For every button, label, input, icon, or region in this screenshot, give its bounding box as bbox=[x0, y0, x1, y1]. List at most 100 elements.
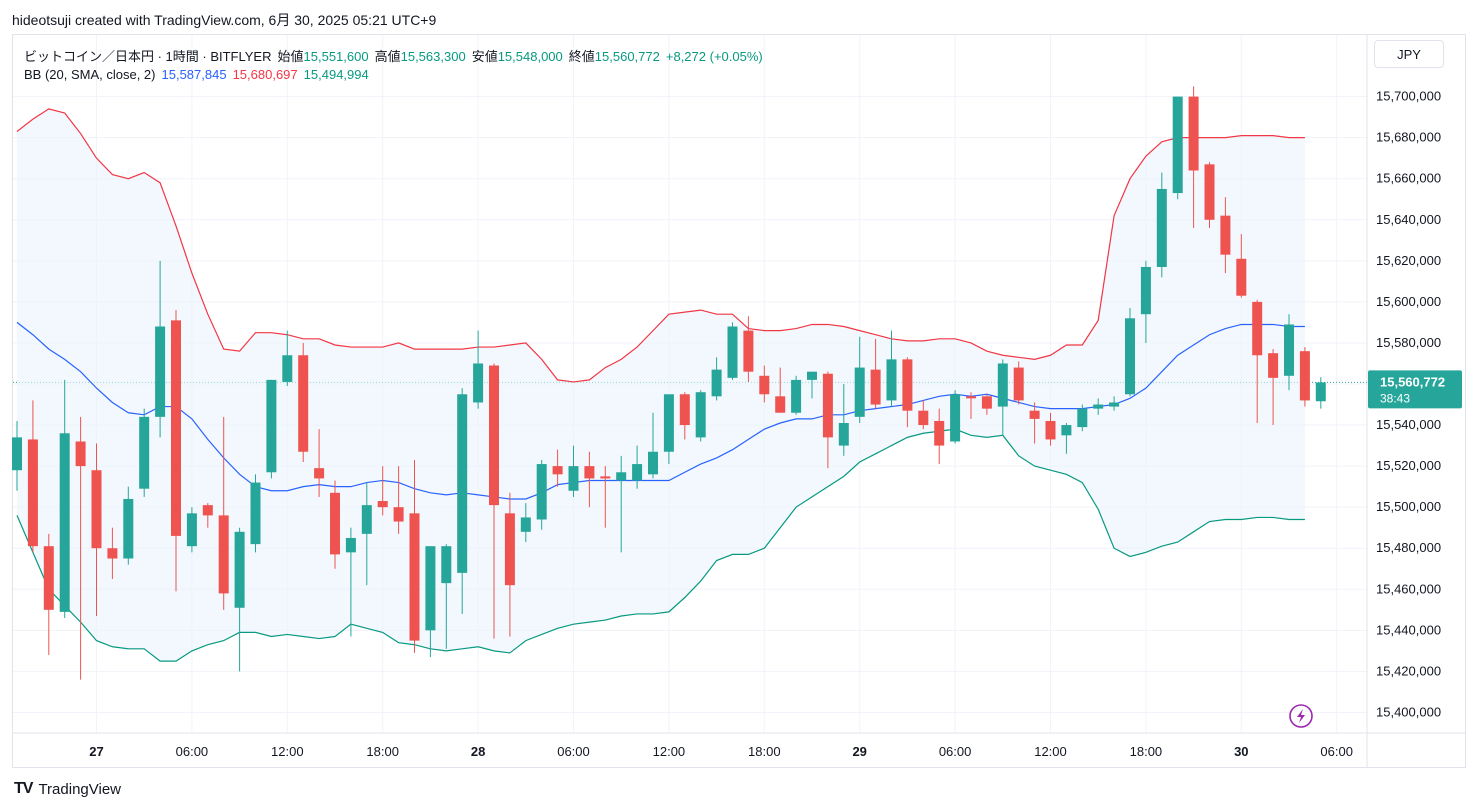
candle bbox=[377, 466, 388, 516]
candle-body bbox=[695, 392, 706, 438]
time-tick-label: 18:00 bbox=[748, 744, 781, 759]
time-tick-label: 12:00 bbox=[653, 744, 686, 759]
price-axis: 15,400,000 15,420,000 15,440,000 15,460,000… bbox=[1368, 89, 1462, 719]
candle bbox=[1268, 349, 1279, 426]
candle-body bbox=[791, 379, 802, 413]
candle-body bbox=[1140, 266, 1151, 315]
candle bbox=[1252, 299, 1263, 424]
candle bbox=[1156, 172, 1167, 278]
candle-body bbox=[870, 369, 881, 405]
candle-body bbox=[12, 437, 22, 471]
footer-brand-text: TradingView bbox=[38, 780, 121, 798]
candle-body bbox=[632, 464, 643, 481]
candle bbox=[202, 503, 213, 528]
candle bbox=[139, 408, 150, 497]
time-tick-label: 18:00 bbox=[366, 744, 399, 759]
candle bbox=[584, 451, 595, 508]
time-tick-label: 18:00 bbox=[1130, 744, 1163, 759]
candle bbox=[918, 400, 929, 430]
candle-body bbox=[234, 531, 245, 608]
last-price-tag: 15,560,772 38:43 bbox=[1368, 370, 1462, 409]
candle bbox=[441, 544, 452, 649]
price-tick-label: 15,580,000 bbox=[1376, 335, 1441, 350]
candle-body bbox=[838, 423, 849, 446]
candle-body bbox=[107, 548, 118, 559]
time-tick-label: 06:00 bbox=[557, 744, 590, 759]
candle bbox=[632, 445, 643, 489]
candle bbox=[966, 392, 976, 419]
candle bbox=[870, 338, 881, 409]
candle-body bbox=[743, 330, 754, 372]
candle-body bbox=[1188, 96, 1199, 171]
legend-close: 15,560,772 bbox=[594, 49, 660, 64]
candle bbox=[43, 533, 54, 655]
candle bbox=[1299, 347, 1310, 407]
legend-close-label: 終値 bbox=[568, 49, 595, 64]
candle-body bbox=[1252, 301, 1263, 356]
candle bbox=[218, 416, 229, 610]
currency-button[interactable]: JPY bbox=[1374, 40, 1444, 68]
candle bbox=[425, 546, 436, 658]
bb-lower-line bbox=[16, 428, 1305, 662]
candle bbox=[711, 357, 722, 401]
candle-body bbox=[361, 505, 372, 534]
price-tick-label: 15,680,000 bbox=[1376, 130, 1441, 145]
candle bbox=[91, 443, 102, 616]
candle-body bbox=[218, 515, 229, 594]
candle-body bbox=[854, 367, 865, 417]
candle-body bbox=[648, 451, 658, 475]
candle bbox=[1140, 260, 1151, 343]
candle bbox=[1220, 197, 1231, 274]
bb-basis-line bbox=[16, 321, 1305, 500]
candle bbox=[552, 449, 563, 487]
candle bbox=[934, 408, 945, 465]
chart-credit: hideotsuji created with TradingView.com,… bbox=[12, 12, 437, 28]
candle-body bbox=[504, 513, 515, 586]
candle bbox=[1077, 404, 1088, 432]
candle bbox=[838, 384, 849, 456]
candles bbox=[12, 86, 1326, 728]
lightning-icon[interactable] bbox=[1289, 704, 1313, 728]
candle-body bbox=[1077, 408, 1088, 428]
candle bbox=[568, 445, 579, 497]
candle-body bbox=[886, 359, 897, 401]
last-price-countdown: 38:43 bbox=[1380, 391, 1410, 405]
candle-body bbox=[918, 410, 929, 426]
candle bbox=[854, 336, 865, 424]
candle-body bbox=[298, 355, 309, 452]
time-tick-label: 29 bbox=[852, 744, 866, 759]
candle bbox=[330, 480, 340, 569]
candle bbox=[600, 466, 611, 528]
time-tick-label: 06:00 bbox=[1320, 744, 1353, 759]
candle bbox=[807, 371, 817, 399]
time-tick-label: 06:00 bbox=[939, 744, 972, 759]
candle-body bbox=[775, 396, 786, 413]
candle bbox=[250, 474, 261, 553]
candle bbox=[822, 371, 833, 469]
candle bbox=[902, 357, 913, 428]
candle-body bbox=[966, 396, 976, 399]
candle bbox=[886, 330, 897, 407]
candle bbox=[791, 375, 802, 415]
candle bbox=[314, 429, 325, 497]
price-tick-label: 15,420,000 bbox=[1376, 663, 1441, 678]
candle-body bbox=[1268, 353, 1279, 378]
candle bbox=[743, 316, 754, 382]
price-tick-label: 15,600,000 bbox=[1376, 294, 1441, 309]
candle bbox=[950, 390, 961, 444]
candle bbox=[663, 394, 674, 465]
legend-bb-label[interactable]: BB (20, SMA, close, 2) bbox=[24, 67, 156, 82]
candle-body bbox=[377, 501, 388, 508]
legend-symbol[interactable]: ビットコイン／日本円 · 1時間 · BITFLYER bbox=[24, 49, 272, 64]
candle bbox=[1013, 361, 1024, 405]
candle-body bbox=[616, 472, 627, 481]
candle-body bbox=[425, 546, 436, 631]
candle-body bbox=[330, 492, 340, 555]
time-tick-label: 27 bbox=[89, 744, 103, 759]
candle bbox=[1236, 234, 1247, 298]
candle-body bbox=[186, 513, 197, 547]
candle bbox=[1204, 162, 1215, 228]
candle bbox=[997, 359, 1008, 436]
candle-body bbox=[1172, 96, 1183, 194]
